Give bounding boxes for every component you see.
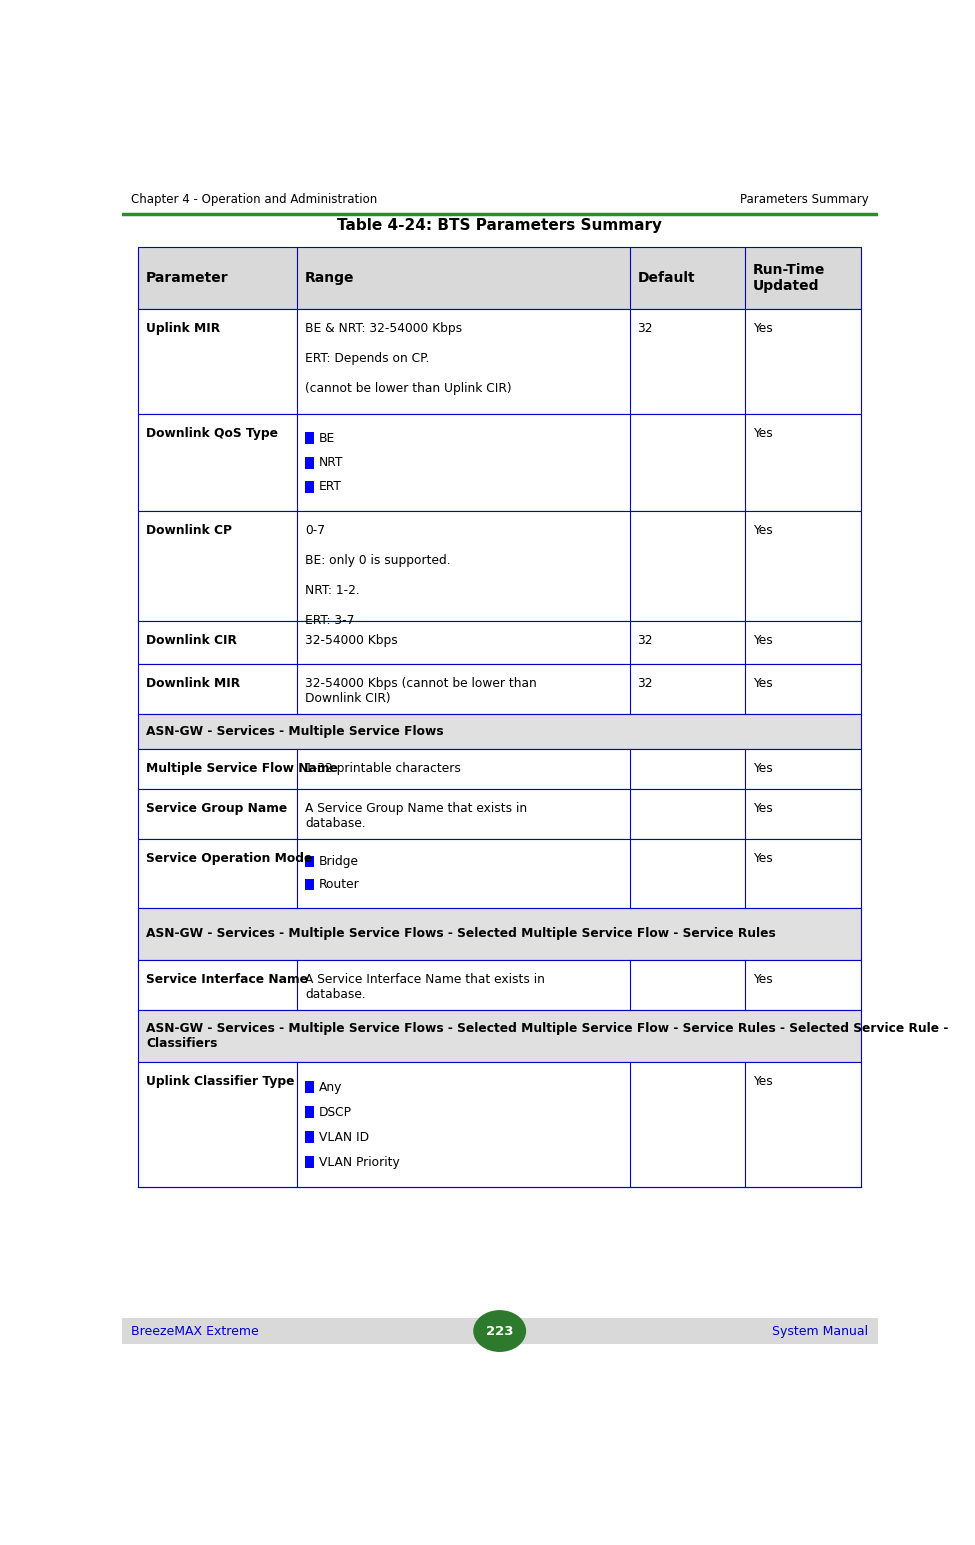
- Text: Parameters Summary: Parameters Summary: [740, 193, 869, 205]
- Text: 32: 32: [638, 677, 653, 689]
- Text: Router: Router: [319, 878, 360, 891]
- Text: Multiple Service Flow Name: Multiple Service Flow Name: [146, 762, 338, 776]
- Text: Yes: Yes: [753, 851, 772, 865]
- Bar: [305, 457, 314, 468]
- Bar: [305, 1131, 314, 1143]
- Bar: [305, 856, 314, 867]
- Text: Table 4-24: BTS Parameters Summary: Table 4-24: BTS Parameters Summary: [337, 218, 662, 233]
- Bar: [122, 1318, 878, 1344]
- Text: ERT: ERT: [319, 480, 341, 493]
- Text: Yes: Yes: [753, 1075, 772, 1088]
- Text: System Manual: System Manual: [772, 1324, 869, 1338]
- Text: ASN-GW - Services - Multiple Service Flows - Selected Multiple Service Flow - Se: ASN-GW - Services - Multiple Service Flo…: [146, 927, 776, 941]
- Text: VLAN ID: VLAN ID: [319, 1131, 369, 1143]
- Text: Default: Default: [638, 272, 695, 286]
- Bar: [138, 839, 861, 907]
- Text: Yes: Yes: [753, 677, 772, 689]
- Text: 32-54000 Kbps: 32-54000 Kbps: [305, 633, 398, 647]
- Text: 32: 32: [638, 323, 653, 335]
- Text: Yes: Yes: [753, 802, 772, 814]
- Ellipse shape: [473, 1310, 526, 1352]
- Text: ASN-GW - Services - Multiple Service Flows - Selected Multiple Service Flow - Se: ASN-GW - Services - Multiple Service Flo…: [146, 1021, 949, 1051]
- Text: VLAN Priority: VLAN Priority: [319, 1156, 400, 1168]
- Text: Parameter: Parameter: [146, 272, 229, 286]
- Text: Uplink MIR: Uplink MIR: [146, 323, 220, 335]
- Bar: [138, 1061, 861, 1187]
- Bar: [305, 480, 314, 493]
- Bar: [138, 414, 861, 511]
- Text: 32: 32: [638, 633, 653, 647]
- Text: Service Group Name: Service Group Name: [146, 802, 288, 814]
- Bar: [138, 309, 861, 414]
- Text: Downlink CIR: Downlink CIR: [146, 633, 237, 647]
- Text: Yes: Yes: [753, 323, 772, 335]
- Text: Any: Any: [319, 1080, 342, 1094]
- Bar: [138, 749, 861, 788]
- Bar: [138, 1010, 861, 1061]
- Text: Service Operation Mode: Service Operation Mode: [146, 851, 312, 865]
- Text: BE: BE: [319, 431, 334, 445]
- Text: Yes: Yes: [753, 762, 772, 776]
- Bar: [305, 1082, 314, 1094]
- Bar: [138, 621, 861, 664]
- Bar: [138, 664, 861, 714]
- Text: Yes: Yes: [753, 524, 772, 538]
- Text: Chapter 4 - Operation and Administration: Chapter 4 - Operation and Administration: [131, 193, 377, 205]
- Text: DSCP: DSCP: [319, 1106, 352, 1119]
- Text: BE & NRT: 32-54000 Kbps

ERT: Depends on CP.

(cannot be lower than Uplink CIR): BE & NRT: 32-54000 Kbps ERT: Depends on …: [305, 323, 512, 396]
- Bar: [138, 714, 861, 749]
- Text: Range: Range: [305, 272, 355, 286]
- Text: A Service Interface Name that exists in
database.: A Service Interface Name that exists in …: [305, 973, 545, 1001]
- Text: 1-32 printable characters: 1-32 printable characters: [305, 762, 461, 776]
- Text: Downlink QoS Type: Downlink QoS Type: [146, 426, 278, 440]
- Bar: [138, 959, 861, 1010]
- Bar: [305, 433, 314, 443]
- Bar: [138, 907, 861, 959]
- Text: Uplink Classifier Type: Uplink Classifier Type: [146, 1075, 294, 1088]
- Text: 0-7

BE: only 0 is supported.

NRT: 1-2.

ERT: 3-7: 0-7 BE: only 0 is supported. NRT: 1-2. E…: [305, 524, 450, 627]
- Text: 32-54000 Kbps (cannot be lower than
Downlink CIR): 32-54000 Kbps (cannot be lower than Down…: [305, 677, 536, 705]
- Text: 223: 223: [486, 1324, 514, 1338]
- Text: NRT: NRT: [319, 456, 343, 470]
- Text: Yes: Yes: [753, 633, 772, 647]
- Bar: [138, 788, 861, 839]
- Text: Yes: Yes: [753, 426, 772, 440]
- Bar: [138, 511, 861, 621]
- Text: Run-Time
Updated: Run-Time Updated: [753, 263, 825, 294]
- Text: Downlink CP: Downlink CP: [146, 524, 232, 538]
- Bar: [138, 247, 861, 309]
- Text: Yes: Yes: [753, 973, 772, 986]
- Text: A Service Group Name that exists in
database.: A Service Group Name that exists in data…: [305, 802, 527, 830]
- Text: Bridge: Bridge: [319, 854, 359, 868]
- Bar: [305, 1106, 314, 1119]
- Bar: [305, 879, 314, 890]
- Bar: [305, 1156, 314, 1168]
- Text: Service Interface Name: Service Interface Name: [146, 973, 308, 986]
- Text: ASN-GW - Services - Multiple Service Flows: ASN-GW - Services - Multiple Service Flo…: [146, 725, 444, 739]
- Text: Downlink MIR: Downlink MIR: [146, 677, 240, 689]
- Text: BreezeMAX Extreme: BreezeMAX Extreme: [131, 1324, 258, 1338]
